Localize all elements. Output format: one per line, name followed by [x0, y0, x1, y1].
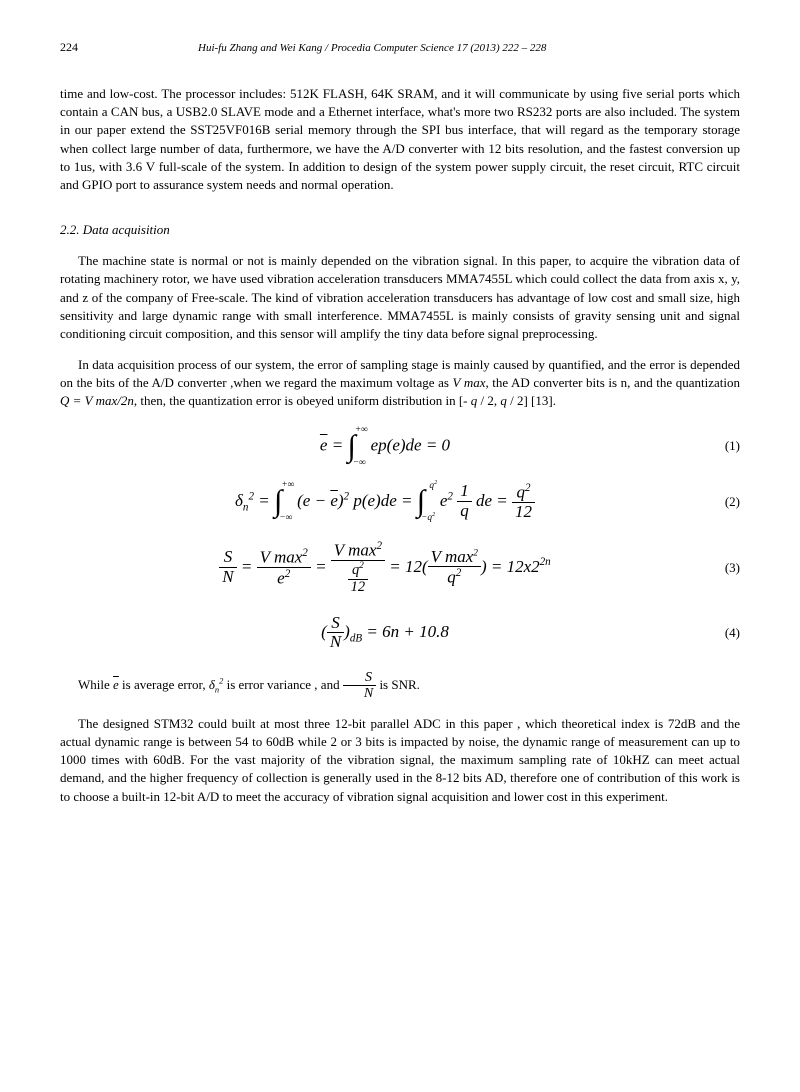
paragraph-2: The machine state is normal or not is ma…	[60, 252, 740, 343]
p3-text-c: , then, the quantization error is obeyed…	[134, 393, 471, 408]
equation-2: δn2 = ∫+∞−∞ (e − e)2 p(e)de = ∫q2−q2 e2 …	[60, 482, 710, 522]
equation-2-number: (2)	[710, 494, 740, 510]
q-equation: Q = V max/2n	[60, 393, 134, 408]
p4-text-b: is average error,	[119, 677, 209, 692]
p4-text-d: is SNR.	[376, 677, 420, 692]
paragraph-5: The designed STM32 could built at most t…	[60, 715, 740, 806]
equation-4-number: (4)	[710, 625, 740, 641]
paragraph-3: In data acquisition process of our syste…	[60, 356, 740, 411]
p3-text-d: / 2,	[477, 393, 500, 408]
p3-text-e: / 2] [13].	[507, 393, 556, 408]
header-title: Hui-fu Zhang and Wei Kang / Procedia Com…	[198, 42, 546, 54]
page-number: 224	[60, 40, 78, 55]
delta-symbol: δn2	[209, 677, 223, 692]
equation-4-row: (SN)dB = 6n + 10.8 (4)	[60, 614, 740, 652]
page-content: 224 Hui-fu Zhang and Wei Kang / Procedia…	[0, 0, 800, 850]
vmax-symbol: V max	[453, 375, 486, 390]
equation-2-row: δn2 = ∫+∞−∞ (e − e)2 p(e)de = ∫q2−q2 e2 …	[60, 482, 740, 522]
equation-3-number: (3)	[710, 560, 740, 576]
paragraph-4: While e is average error, δn2 is error v…	[60, 670, 740, 702]
equation-4: (SN)dB = 6n + 10.8	[60, 614, 710, 652]
equation-1-number: (1)	[710, 438, 740, 454]
equation-3: SN = V max2e2 = V max2q212 = 12(V max2q2…	[60, 540, 710, 596]
equation-1: e = ∫+∞−∞ ep(e)de = 0	[60, 429, 710, 464]
equation-3-row: SN = V max2e2 = V max2q212 = 12(V max2q2…	[60, 540, 740, 596]
running-header: 224 Hui-fu Zhang and Wei Kang / Procedia…	[60, 40, 740, 55]
equation-1-row: e = ∫+∞−∞ ep(e)de = 0 (1)	[60, 429, 740, 464]
p3-text-b: , the AD converter bits is n, and the qu…	[485, 375, 740, 390]
section-heading: 2.2. Data acquisition	[60, 222, 740, 238]
p4-text-a: While	[78, 677, 113, 692]
p4-text-c: is error variance , and	[223, 677, 342, 692]
s-over-n-symbol: SN	[343, 670, 376, 702]
paragraph-1: time and low-cost. The processor include…	[60, 85, 740, 194]
